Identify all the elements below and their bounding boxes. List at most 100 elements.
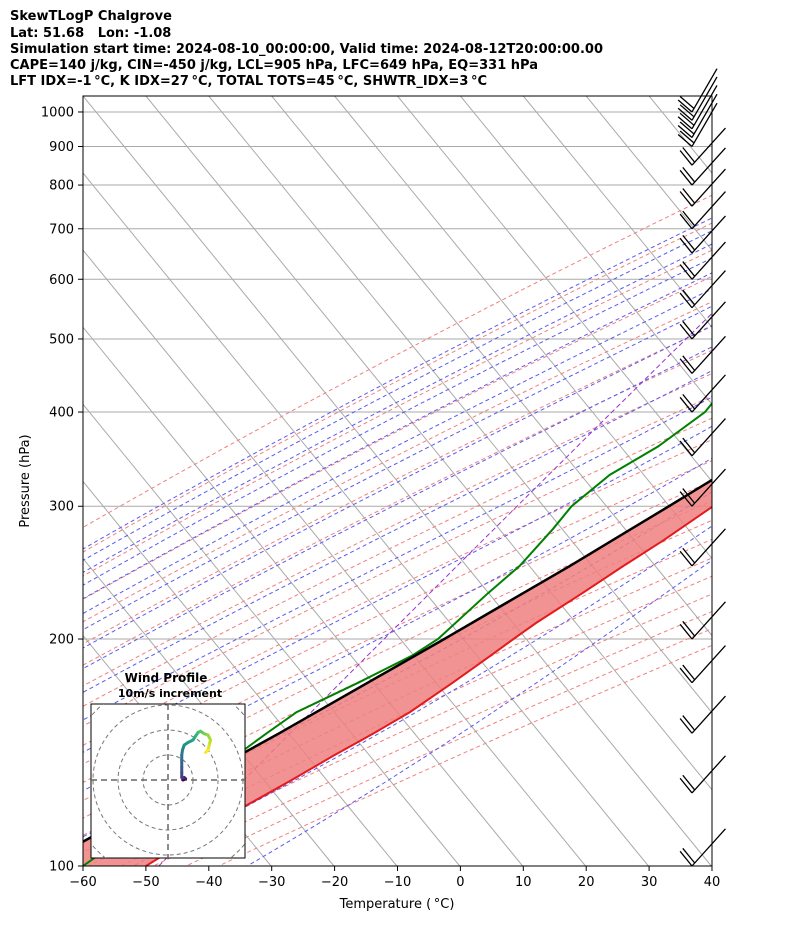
dry-adiabat bbox=[83, 395, 712, 707]
wind-barb-flag bbox=[682, 664, 696, 681]
moist-adiabat bbox=[83, 243, 712, 574]
wind-barb-flag bbox=[679, 323, 693, 340]
wind-barb-flag bbox=[682, 166, 696, 183]
y-tick-label: 800 bbox=[49, 179, 74, 194]
isotherm bbox=[397, 96, 712, 483]
isotherm bbox=[334, 96, 712, 560]
wind-barb-shaft bbox=[691, 335, 726, 374]
wind-barb-shaft bbox=[691, 270, 726, 309]
wind-barb-flag bbox=[682, 488, 696, 504]
wind-barb-flag bbox=[679, 237, 693, 254]
wind-barb-shaft bbox=[691, 93, 718, 138]
x-tick-label: −40 bbox=[195, 875, 222, 890]
header-indices: LFT IDX=-1 °C, K IDX=27 °C, TOTAL TOTS=4… bbox=[10, 74, 488, 89]
y-tick-label: 200 bbox=[49, 633, 74, 648]
wind-barb-shaft bbox=[691, 68, 718, 113]
isotherm bbox=[83, 172, 649, 866]
wind-barb-flag bbox=[677, 133, 693, 147]
moist-adiabat bbox=[83, 425, 712, 753]
wind-barb-flag bbox=[682, 320, 696, 337]
hodograph-title: Wind Profile bbox=[125, 671, 208, 685]
wind-barb-flag bbox=[679, 191, 693, 207]
wind-barb-flag bbox=[677, 116, 693, 130]
moist-adiabat bbox=[83, 324, 712, 649]
dry-adiabat bbox=[83, 325, 712, 645]
wind-barb-flag bbox=[679, 777, 693, 794]
wind-barb-shaft bbox=[691, 76, 718, 121]
wind-barb-flag bbox=[679, 667, 693, 684]
wind-barb bbox=[679, 215, 726, 254]
wind-barb bbox=[677, 85, 718, 130]
y-tick-label: 300 bbox=[49, 500, 74, 515]
isotherm bbox=[648, 96, 712, 174]
y-tick-label: 1000 bbox=[41, 105, 74, 120]
y-tick-label: 100 bbox=[49, 860, 74, 875]
dry-adiabat bbox=[83, 275, 712, 600]
wind-barb bbox=[679, 241, 726, 280]
wind-barb-flag bbox=[677, 125, 693, 138]
dry-adiabat bbox=[83, 301, 712, 623]
wind-barb bbox=[679, 828, 726, 867]
moist-adiabat bbox=[83, 346, 712, 670]
wind-barb-shaft bbox=[691, 468, 726, 507]
isotherm bbox=[145, 96, 712, 791]
dry-adiabat bbox=[83, 417, 712, 727]
isotherm bbox=[83, 249, 586, 866]
wind-barb-flag bbox=[679, 104, 695, 118]
wind-barb-flag bbox=[679, 491, 693, 507]
wind-barb bbox=[677, 68, 718, 113]
wind-barb-flag bbox=[677, 107, 693, 121]
isotherm bbox=[460, 96, 712, 406]
wind-barb bbox=[677, 93, 718, 138]
wind-barb-flag bbox=[679, 358, 693, 374]
moist-adiabat bbox=[83, 230, 712, 562]
hodograph-inset: Wind Profile 10m/s increment bbox=[90, 671, 246, 859]
y-axis-label: Pressure (hPa) bbox=[18, 434, 33, 527]
dry-adiabat bbox=[83, 249, 712, 577]
wind-barb-flag bbox=[679, 213, 693, 230]
wind-barb-flag bbox=[682, 620, 696, 637]
wind-barb-shaft bbox=[691, 191, 726, 230]
wind-barb bbox=[679, 695, 726, 734]
temperature-line bbox=[145, 505, 712, 866]
isotherm bbox=[711, 96, 712, 97]
wind-barb-flag bbox=[682, 261, 696, 277]
y-tick-label: 600 bbox=[49, 273, 74, 288]
wind-barb-flag bbox=[679, 121, 695, 135]
wind-barb-flag bbox=[682, 188, 696, 204]
header-location: Lat: 51.68 Lon: -1.08 bbox=[10, 26, 172, 41]
wind-barb-flag bbox=[682, 355, 696, 371]
wind-barb bbox=[679, 301, 726, 340]
wind-barb-shaft bbox=[691, 828, 726, 867]
moist-adiabat bbox=[83, 288, 712, 615]
wind-barb-flag bbox=[679, 96, 695, 110]
wind-barb-flag bbox=[677, 99, 693, 113]
moist-adiabat bbox=[83, 305, 712, 631]
wind-barb bbox=[677, 76, 718, 121]
wind-barb-flag bbox=[682, 147, 696, 163]
wind-barb-flag bbox=[679, 396, 693, 413]
x-tick-label: 40 bbox=[704, 875, 721, 890]
wind-barb bbox=[679, 601, 726, 640]
parcel-line bbox=[83, 478, 712, 844]
wind-barb-flag bbox=[679, 150, 693, 166]
wind-barb bbox=[679, 418, 726, 457]
wind-barb-flag bbox=[679, 169, 693, 186]
wind-barb-shaft bbox=[691, 301, 726, 340]
wind-barb-flag bbox=[682, 393, 696, 410]
y-tick-label: 400 bbox=[49, 406, 74, 421]
dry-adiabat bbox=[83, 480, 712, 784]
wind-barb-flag bbox=[682, 234, 696, 251]
moist-adiabat bbox=[83, 217, 712, 550]
isotherm bbox=[775, 96, 794, 866]
wind-barb-flag bbox=[682, 289, 696, 306]
wind-barb bbox=[679, 645, 726, 684]
x-tick-label: −60 bbox=[69, 875, 96, 890]
y-tick-label: 500 bbox=[49, 332, 74, 347]
wind-barb-shaft bbox=[691, 127, 726, 166]
wind-barb-flag bbox=[682, 210, 696, 227]
moist-adiabat bbox=[133, 525, 712, 866]
wind-barb-shaft bbox=[691, 215, 726, 254]
header-params: CAPE=140 j/kg, CIN=-450 j/kg, LCL=905 hP… bbox=[10, 58, 538, 73]
